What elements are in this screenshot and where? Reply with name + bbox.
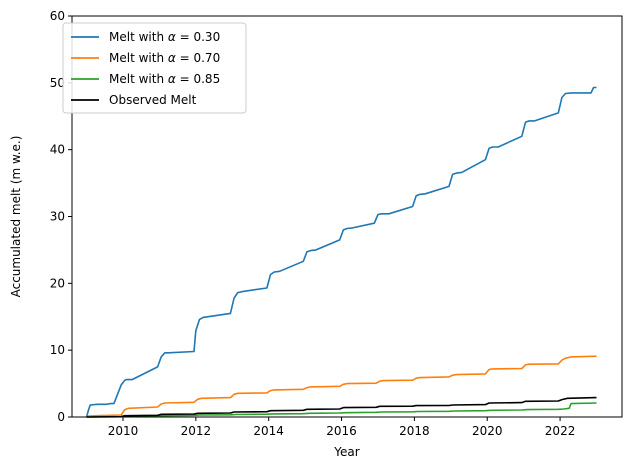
series-line <box>86 396 597 418</box>
legend-label: Observed Melt <box>109 93 197 107</box>
legend-label: Melt with α = 0.85 <box>109 72 220 86</box>
x-axis: 2010 2012 2014 2016 2018 2020 2022 <box>108 417 576 438</box>
legend: Melt with α = 0.30 Melt with α = 0.70 Melt… <box>62 22 247 114</box>
x-tick-label: 2018 <box>399 424 430 438</box>
x-tick-label: 2012 <box>181 424 212 438</box>
x-tick-label: 2010 <box>108 424 139 438</box>
legend-label: Melt with α = 0.30 <box>109 30 220 44</box>
y-axis-title: Accumulated melt (m w.e.) <box>9 136 23 298</box>
series-line <box>85 86 597 418</box>
y-tick-label: 30 <box>50 210 65 224</box>
series-line <box>86 355 597 418</box>
x-axis-title: Year <box>333 445 359 459</box>
legend-label: Melt with α = 0.70 <box>109 51 220 65</box>
x-tick-label: 2014 <box>253 424 284 438</box>
x-tick-label: 2022 <box>545 424 576 438</box>
series-line <box>86 402 597 418</box>
y-tick-label: 20 <box>50 276 65 290</box>
y-tick-label: 50 <box>50 76 65 90</box>
y-tick-label: 60 <box>50 9 65 23</box>
y-tick-label: 10 <box>50 343 65 357</box>
legend-box <box>62 22 247 114</box>
y-tick-label: 0 <box>57 410 65 424</box>
x-tick-label: 2016 <box>326 424 357 438</box>
y-tick-label: 40 <box>50 143 65 157</box>
plot-lines <box>85 86 597 418</box>
x-tick-label: 2020 <box>472 424 503 438</box>
